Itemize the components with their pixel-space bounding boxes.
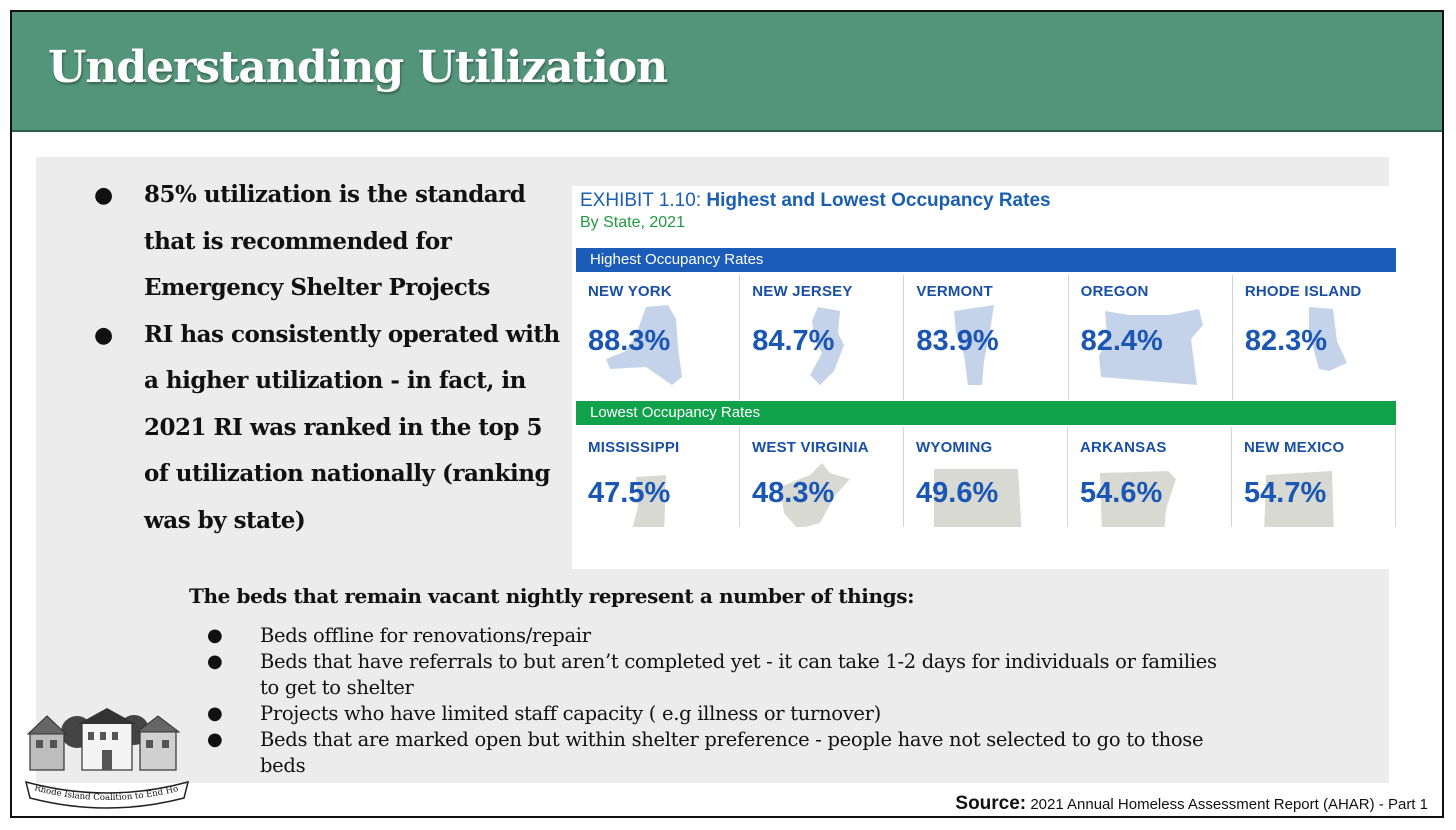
highest-rates-row: NEW YORK 88.3% NEW JERSEY 84.7% VERMONT … xyxy=(576,275,1396,400)
oregon-map-icon xyxy=(1098,309,1203,385)
bullet-icon: ● xyxy=(94,182,113,208)
state-cell-oregon: OREGON 82.4% xyxy=(1069,275,1233,400)
vermont-map-icon xyxy=(954,305,995,385)
source-text: 2021 Annual Homeless Assessment Report (… xyxy=(1030,796,1428,813)
key-points-list: ● 85% utilization is the standard that is… xyxy=(82,172,562,544)
new-jersey-map-icon xyxy=(810,307,845,385)
lowest-rates-row: MISSISSIPPI 47.5% WEST VIRGINIA 48.3% WY… xyxy=(576,427,1396,527)
slide-frame: Understanding Utilization ● 85% utilizati… xyxy=(10,10,1444,818)
key-point: ● RI has consistently operated with a hig… xyxy=(82,312,562,545)
bullet-icon: ● xyxy=(207,703,223,724)
key-point: ● 85% utilization is the standard that is… xyxy=(82,172,562,312)
new-mexico-map-icon xyxy=(1264,471,1334,527)
bullet-icon: ● xyxy=(207,625,223,646)
exhibit-subtitle: By State, 2021 xyxy=(580,214,685,231)
state-cell-rhode-island: RHODE ISLAND 82.3% xyxy=(1233,275,1396,400)
exhibit-heading: Highest and Lowest Occupancy Rates xyxy=(706,190,1051,211)
vacant-beds-heading: The beds that remain vacant nightly repr… xyxy=(189,584,915,608)
vacant-reason: ● Beds offline for renovations/repair xyxy=(207,624,591,647)
state-cell-mississippi: MISSISSIPPI 47.5% xyxy=(576,427,740,527)
state-cell-new-jersey: NEW JERSEY 84.7% xyxy=(740,275,905,400)
west-virginia-map-icon xyxy=(780,463,850,527)
bullet-icon: ● xyxy=(207,651,223,672)
state-cell-new-york: NEW YORK 88.3% xyxy=(576,275,741,400)
bullet-icon: ● xyxy=(94,321,113,348)
mississippi-map-icon xyxy=(632,475,666,527)
arkansas-map-icon xyxy=(1100,471,1176,527)
coalition-logo: Rhode Island Coalition to End Homelessne… xyxy=(22,702,190,809)
lowest-rates-header: Lowest Occupancy Rates xyxy=(576,401,1396,425)
source-citation: Source: 2021 Annual Homeless Assessment … xyxy=(955,793,1428,815)
state-cell-vermont: VERMONT 83.9% xyxy=(904,275,1069,400)
vacant-reason: ● Beds that are marked open but within sh… xyxy=(207,728,1204,777)
exhibit-title: EXHIBIT 1.10: Highest and Lowest Occupan… xyxy=(580,190,1051,212)
vacant-reason: ● Beds that have referrals to but aren’t … xyxy=(207,650,1217,699)
vacant-beds-list: ● Beds offline for renovations/repair ● Be… xyxy=(207,623,1217,779)
new-york-map-icon xyxy=(606,305,682,385)
source-label: Source: xyxy=(955,793,1027,814)
highest-rates-header: Highest Occupancy Rates xyxy=(576,248,1396,272)
state-cell-arkansas: ARKANSAS 54.6% xyxy=(1068,427,1232,527)
occupancy-exhibit: EXHIBIT 1.10: Highest and Lowest Occupan… xyxy=(572,186,1396,569)
state-cell-new-mexico: NEW MEXICO 54.7% xyxy=(1232,427,1396,527)
state-cell-west-virginia: WEST VIRGINIA 48.3% xyxy=(740,427,904,527)
exhibit-label: EXHIBIT 1.10: xyxy=(580,190,702,211)
wyoming-map-icon xyxy=(934,469,1022,527)
title-banner: Understanding Utilization xyxy=(12,12,1442,132)
rhode-island-map-icon xyxy=(1308,307,1347,371)
vacant-reason: ● Projects who have limited staff capacit… xyxy=(207,702,881,725)
bullet-icon: ● xyxy=(207,729,223,750)
state-cell-wyoming: WYOMING 49.6% xyxy=(904,427,1068,527)
slide-title: Understanding Utilization xyxy=(48,42,668,93)
